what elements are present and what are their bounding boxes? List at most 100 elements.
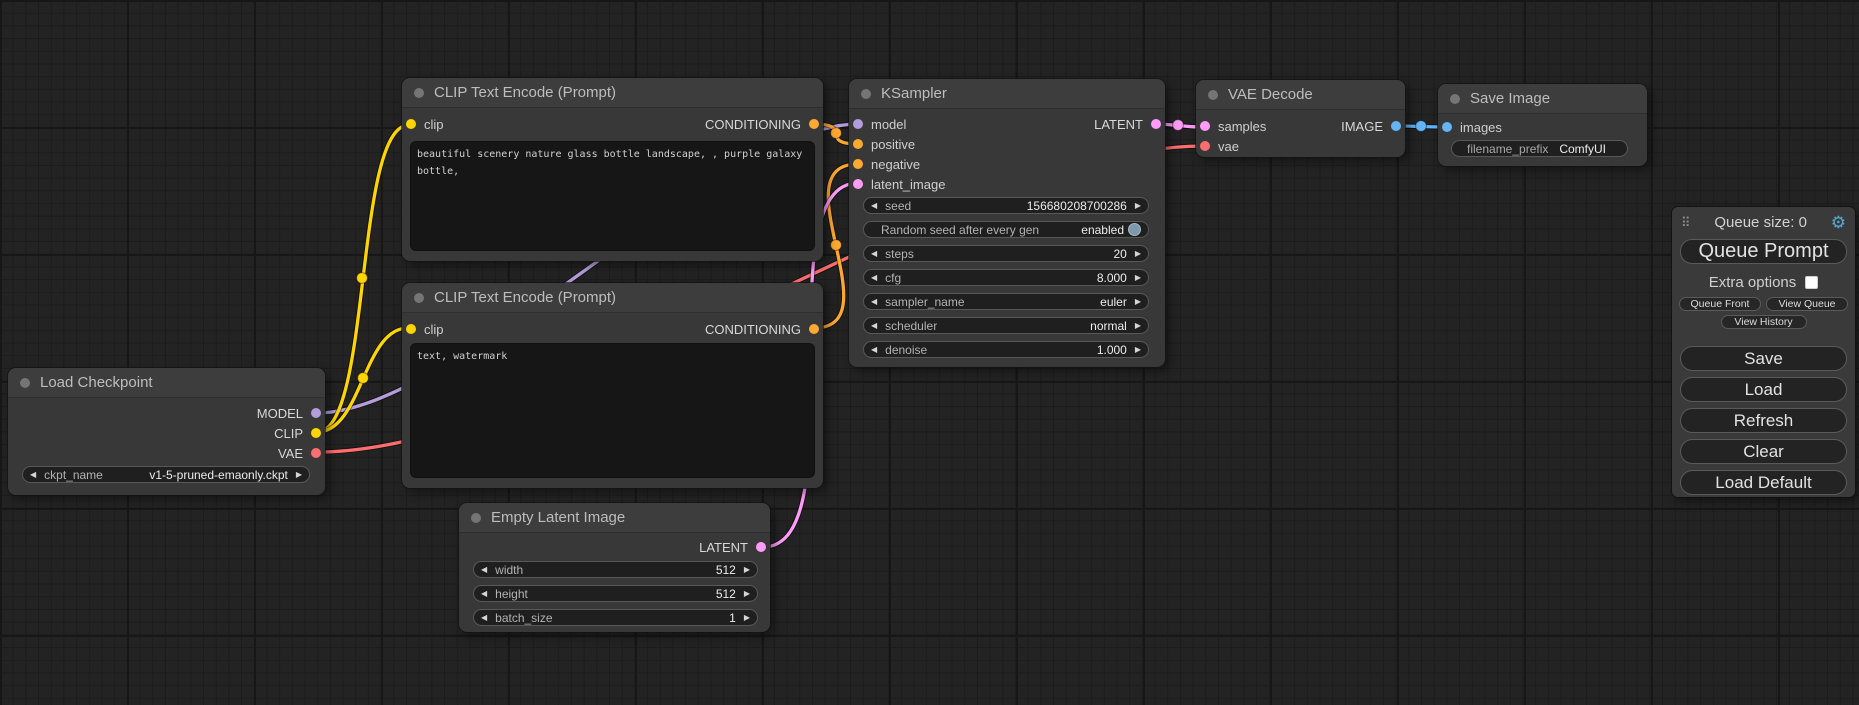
load-default-button[interactable]: Load Default: [1680, 470, 1847, 495]
model-port-icon[interactable]: [853, 119, 863, 129]
stepper-left-icon[interactable]: ◀: [871, 320, 878, 330]
filename-prefix-widget[interactable]: filename_prefix ComfyUI: [1451, 140, 1628, 157]
node-title: Save Image: [1470, 90, 1551, 107]
node-header[interactable]: Empty Latent Image: [459, 503, 770, 533]
queue-panel-header: ⠿ Queue size: 0 ⚙: [1672, 207, 1855, 233]
node-load-checkpoint[interactable]: Load Checkpoint MODEL CLIP VAE ◀ ckpt_na…: [8, 368, 325, 495]
vae-port-icon[interactable]: [311, 448, 321, 458]
port-row: clip CONDITIONING: [402, 319, 823, 339]
image-port-icon[interactable]: [1391, 121, 1401, 131]
toggle-knob-icon[interactable]: [1128, 223, 1141, 236]
node-header[interactable]: CLIP Text Encode (Prompt): [402, 78, 823, 108]
drag-handle-icon[interactable]: ⠿: [1681, 215, 1691, 230]
extra-options-checkbox[interactable]: [1805, 276, 1819, 289]
collapse-dot-icon[interactable]: [1208, 89, 1218, 100]
node-header[interactable]: KSampler: [849, 79, 1165, 109]
latent-port-icon[interactable]: [1200, 121, 1210, 131]
clip-port-icon[interactable]: [406, 324, 416, 334]
stepper-right-icon[interactable]: ▶: [743, 564, 750, 574]
node-vae-decode[interactable]: VAE Decode samples IMAGE vae: [1196, 80, 1405, 157]
batch-size-widget[interactable]: ◀ batch_size 1 ▶: [473, 609, 758, 626]
latent-port-icon[interactable]: [1151, 119, 1161, 129]
collapse-dot-icon[interactable]: [1450, 93, 1460, 104]
model-port-icon[interactable]: [311, 408, 321, 418]
seed-widget[interactable]: ◀ seed 156680208700286 ▶: [863, 197, 1149, 214]
node-save-image[interactable]: Save Image images filename_prefix ComfyU…: [1438, 84, 1647, 166]
ckpt-name-widget[interactable]: ◀ ckpt_name v1-5-pruned-emaonly.ckpt ▶: [22, 466, 310, 483]
node-header[interactable]: VAE Decode: [1196, 80, 1405, 110]
view-queue-button[interactable]: View Queue: [1766, 297, 1848, 311]
positive-prompt-textarea[interactable]: beautiful scenery nature glass bottle la…: [411, 142, 814, 250]
view-history-button[interactable]: View History: [1720, 315, 1807, 329]
node-clip-text-encode-negative[interactable]: CLIP Text Encode (Prompt) clip CONDITION…: [402, 283, 823, 488]
stepper-right-icon[interactable]: ▶: [1134, 320, 1141, 330]
wire-midpoint-dot: [1415, 120, 1427, 132]
collapse-dot-icon[interactable]: [414, 292, 424, 303]
latent-port-icon[interactable]: [853, 179, 863, 189]
port-row-latent-image: latent_image: [849, 174, 1165, 194]
stepper-left-icon[interactable]: ◀: [871, 344, 878, 354]
gear-icon[interactable]: ⚙: [1830, 213, 1846, 232]
stepper-left-icon[interactable]: ◀: [481, 564, 488, 574]
collapse-dot-icon[interactable]: [861, 88, 871, 99]
save-button[interactable]: Save: [1680, 346, 1847, 371]
node-header[interactable]: CLIP Text Encode (Prompt): [402, 283, 823, 313]
random-seed-toggle[interactable]: Random seed after every gen enabled: [863, 221, 1149, 238]
conditioning-port-icon[interactable]: [809, 324, 819, 334]
denoise-widget[interactable]: ◀ denoise 1.000 ▶: [863, 341, 1149, 358]
steps-widget[interactable]: ◀ steps 20 ▶: [863, 245, 1149, 262]
stepper-right-icon[interactable]: ▶: [1134, 272, 1141, 282]
port-row-negative: negative: [849, 154, 1165, 174]
stepper-left-icon[interactable]: ◀: [481, 588, 488, 598]
wire-midpoint-dot: [1172, 119, 1184, 131]
vae-port-icon[interactable]: [1200, 141, 1210, 151]
width-widget[interactable]: ◀ width 512 ▶: [473, 561, 758, 578]
queue-prompt-button[interactable]: Queue Prompt: [1680, 239, 1847, 264]
clear-button[interactable]: Clear: [1680, 439, 1847, 464]
conditioning-port-icon[interactable]: [853, 159, 863, 169]
stepper-right-icon[interactable]: ▶: [1134, 344, 1141, 354]
node-header[interactable]: Save Image: [1438, 84, 1647, 114]
wire-midpoint-dot: [356, 272, 368, 284]
port-row-samples-image: samples IMAGE: [1196, 116, 1405, 136]
stepper-right-icon[interactable]: ▶: [743, 588, 750, 598]
conditioning-port-icon[interactable]: [853, 139, 863, 149]
clip-port-icon[interactable]: [406, 119, 416, 129]
load-button[interactable]: Load: [1680, 377, 1847, 402]
stepper-right-icon[interactable]: ▶: [1134, 200, 1141, 210]
height-widget[interactable]: ◀ height 512 ▶: [473, 585, 758, 602]
stepper-right-icon[interactable]: ▶: [295, 469, 302, 479]
stepper-left-icon[interactable]: ◀: [871, 272, 878, 282]
sampler-name-widget[interactable]: ◀ sampler_name euler ▶: [863, 293, 1149, 310]
collapse-dot-icon[interactable]: [471, 512, 481, 523]
stepper-left-icon[interactable]: ◀: [481, 612, 488, 622]
node-header[interactable]: Load Checkpoint: [8, 368, 325, 398]
stepper-left-icon[interactable]: ◀: [871, 248, 878, 258]
stepper-right-icon[interactable]: ▶: [743, 612, 750, 622]
cfg-widget[interactable]: ◀ cfg 8.000 ▶: [863, 269, 1149, 286]
queue-front-button[interactable]: Queue Front: [1679, 297, 1761, 311]
collapse-dot-icon[interactable]: [20, 377, 30, 388]
negative-prompt-textarea[interactable]: text, watermark: [411, 344, 814, 477]
stepper-left-icon[interactable]: ◀: [871, 200, 878, 210]
wire-midpoint-dot: [357, 372, 369, 384]
node-ksampler[interactable]: KSampler model LATENT positive negative …: [849, 79, 1165, 367]
port-row-images: images: [1438, 117, 1647, 137]
stepper-left-icon[interactable]: ◀: [30, 469, 37, 479]
clip-port-icon[interactable]: [311, 428, 321, 438]
image-port-icon[interactable]: [1442, 122, 1452, 132]
refresh-button[interactable]: Refresh: [1680, 408, 1847, 433]
collapse-dot-icon[interactable]: [414, 87, 424, 98]
node-clip-text-encode-positive[interactable]: CLIP Text Encode (Prompt) clip CONDITION…: [402, 78, 823, 261]
scheduler-widget[interactable]: ◀ scheduler normal ▶: [863, 317, 1149, 334]
stepper-right-icon[interactable]: ▶: [1134, 248, 1141, 258]
stepper-left-icon[interactable]: ◀: [871, 296, 878, 306]
node-title: CLIP Text Encode (Prompt): [434, 84, 617, 101]
node-empty-latent-image[interactable]: Empty Latent Image LATENT ◀ width 512 ▶ …: [459, 503, 770, 632]
output-clip: CLIP: [8, 423, 325, 443]
extra-options-label: Extra options: [1708, 274, 1797, 291]
conditioning-port-icon[interactable]: [809, 119, 819, 129]
stepper-right-icon[interactable]: ▶: [1134, 296, 1141, 306]
latent-port-icon[interactable]: [756, 542, 766, 552]
